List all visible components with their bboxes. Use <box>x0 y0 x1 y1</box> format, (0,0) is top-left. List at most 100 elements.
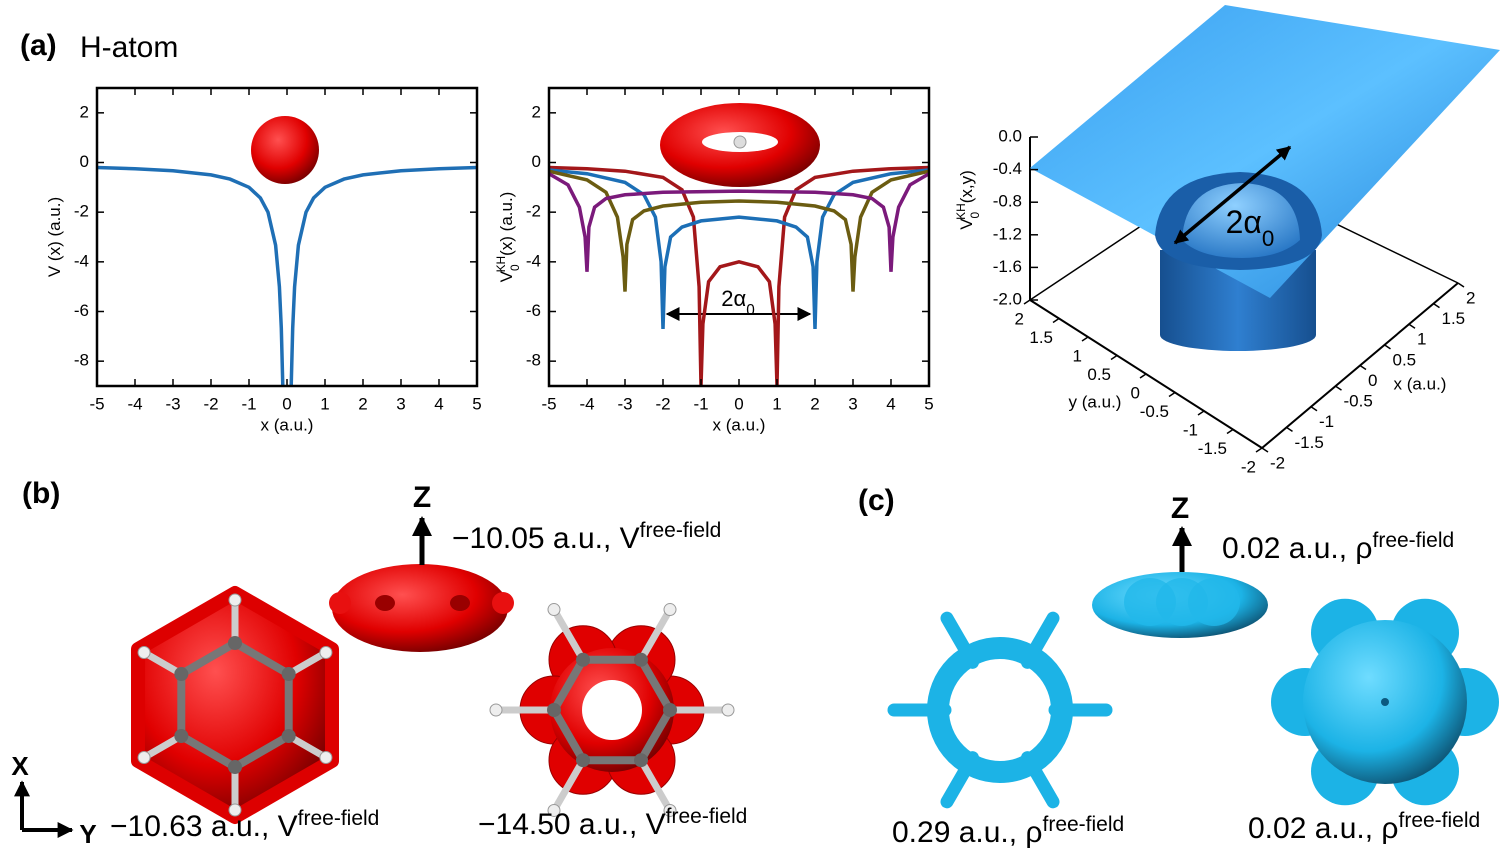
atom <box>137 646 151 659</box>
y-tick-label: 0.5 <box>1087 365 1111 384</box>
x-tick-label: 3 <box>848 394 857 413</box>
axis-label: X <box>11 751 29 781</box>
y-tick-label: 0 <box>532 152 541 171</box>
z-tick-label: 0.0 <box>998 126 1022 145</box>
x-tick-label: -3 <box>165 394 180 413</box>
density-flower <box>1271 598 1499 806</box>
y-axis-label-part: 0 <box>508 264 522 271</box>
y-tick-label: -8 <box>74 351 89 370</box>
atom <box>137 751 151 764</box>
value-label: 0.02 a.u., ρfree-field <box>1222 529 1454 566</box>
value-label-part: free-field <box>666 805 748 828</box>
atom <box>489 703 503 717</box>
axis-label: Z <box>1171 492 1189 525</box>
x-tick-label: -4 <box>127 394 142 413</box>
bond <box>286 732 328 761</box>
ellipsoid <box>329 564 514 652</box>
isosurface <box>131 586 339 824</box>
labels: −10.05 a.u., Vfree-field−10.63 a.u., Vfr… <box>110 519 1480 850</box>
z-axis-label: V0KH(x,y) <box>954 170 982 230</box>
x-tick-label: 0 <box>282 394 291 413</box>
dimple <box>1381 698 1389 706</box>
x-axis-label: x (a.u.) <box>261 415 314 434</box>
x-tick <box>1433 303 1440 309</box>
x-tick-label: -4 <box>579 394 594 413</box>
y-tick <box>1255 447 1263 453</box>
x-tick-label: 2 <box>1466 288 1475 307</box>
atom <box>547 803 561 817</box>
atom <box>721 703 735 717</box>
atom <box>228 593 242 607</box>
bond <box>637 657 674 712</box>
x-tick <box>1408 323 1416 329</box>
value-label-part: free-field <box>298 807 380 830</box>
y-tick <box>1139 373 1147 379</box>
y-tick-label: 2 <box>80 102 89 121</box>
x-tick-label: -3 <box>617 394 632 413</box>
x-tick <box>1359 364 1367 371</box>
y-tick <box>1081 336 1089 342</box>
value-label-part: 0.02 a.u., ρ <box>1248 812 1399 845</box>
z-axis-label-part: V <box>957 218 976 230</box>
atom <box>319 751 333 764</box>
molecule <box>489 603 735 817</box>
z-tick-label: -2.0 <box>993 289 1022 308</box>
line <box>549 165 929 386</box>
x-tick-label: 2 <box>358 394 367 413</box>
line <box>97 165 477 386</box>
x-tick-label: -1 <box>241 394 256 413</box>
bond <box>550 657 587 712</box>
y-tick-label: -2 <box>526 202 541 221</box>
x-tick-label: 1 <box>320 394 329 413</box>
y-tick-label: -1.5 <box>1198 439 1227 458</box>
atom <box>634 753 648 768</box>
value-label-part: free-field <box>640 519 722 542</box>
x-tick <box>1261 447 1269 453</box>
y-axis-label: V0KH(x) (a.u.) <box>494 192 522 283</box>
y-tick <box>1110 354 1118 361</box>
atom <box>576 652 590 667</box>
z-axis-label-part: (x,y) <box>957 170 976 203</box>
x-tick-label: -5 <box>541 394 556 413</box>
x-tick <box>1384 344 1391 350</box>
x-tick-label: 5 <box>472 394 481 413</box>
x-tick-label: 0 <box>1368 371 1377 390</box>
atom <box>547 703 561 717</box>
annotation: 2α0 <box>1226 204 1275 251</box>
axis-label: Y <box>79 819 96 849</box>
bond <box>637 708 674 763</box>
value-label-part: −14.50 a.u., V <box>478 808 666 841</box>
x-tick-label: 1 <box>772 394 781 413</box>
arrow <box>1173 145 1292 245</box>
value-label-part: 0.02 a.u., ρ <box>1222 532 1373 565</box>
bond <box>232 639 291 678</box>
value-label-part: free-field <box>1373 529 1455 552</box>
atom <box>228 636 242 650</box>
value-label: 0.02 a.u., ρfree-field <box>1248 809 1480 846</box>
atom <box>547 603 561 617</box>
annotation-part: 2α <box>1226 204 1262 240</box>
y-tick <box>1226 428 1234 435</box>
axis-label: Z <box>413 481 431 514</box>
x-tick-label: -5 <box>89 394 104 413</box>
y-tick-label: -8 <box>526 351 541 370</box>
annotation: 2α0 <box>721 286 755 319</box>
line <box>549 172 929 272</box>
y-tick-label: 2 <box>1015 309 1024 328</box>
panel-label: (c) <box>858 484 895 517</box>
value-label-part: 0.29 a.u., ρ <box>892 816 1043 849</box>
x-axis-label: x (a.u.) <box>713 415 766 434</box>
y-axis-label-part: (x) (a.u.) <box>497 192 516 256</box>
z-tick-label: -0.4 <box>993 159 1022 178</box>
bond <box>637 758 674 813</box>
x-axis-label: x (a.u.) <box>1394 374 1447 393</box>
bond <box>179 732 238 771</box>
atom <box>634 652 648 667</box>
x-tick-label: -2 <box>203 394 218 413</box>
value-label-part: free-field <box>1043 813 1125 836</box>
y-axis-label: V (x) (a.u.) <box>45 197 64 277</box>
x-tick-label: -0.5 <box>1344 392 1373 411</box>
y-axis-label-part: KH <box>494 256 508 273</box>
value-label-part: free-field <box>1399 809 1481 832</box>
